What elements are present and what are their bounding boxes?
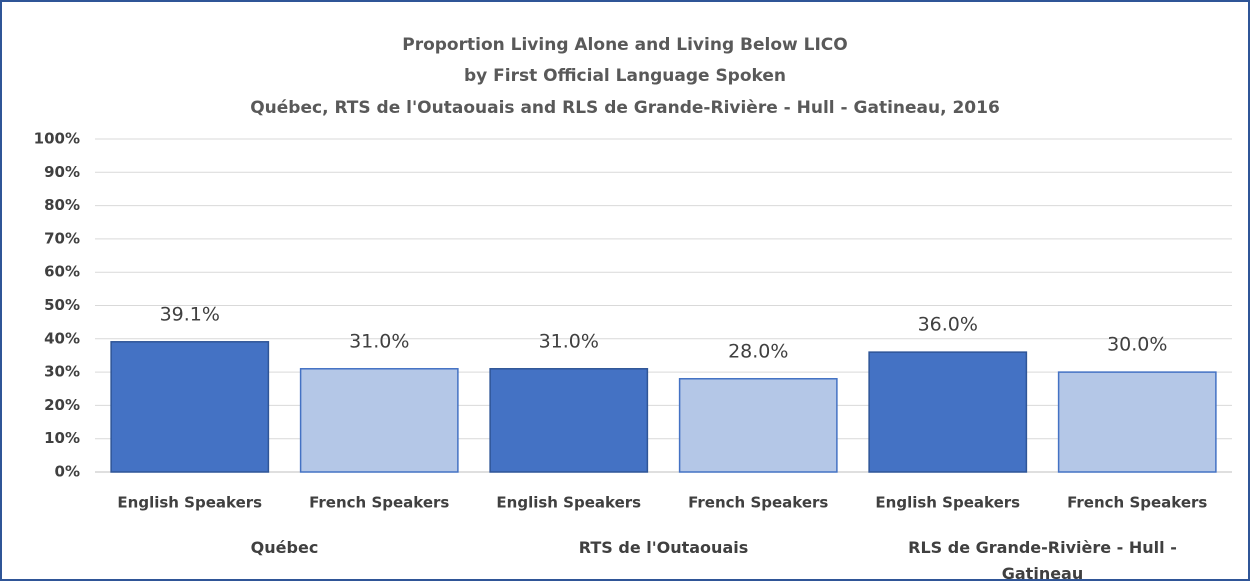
value-label: 39.1%: [160, 303, 220, 325]
value-label: 36.0%: [918, 314, 978, 336]
x-tick-label: English Speakers: [117, 494, 262, 512]
y-tick-label: 30%: [44, 363, 80, 381]
bar: [489, 368, 649, 473]
y-tick-label: 60%: [44, 263, 80, 281]
bar: [678, 378, 838, 473]
bar: [299, 368, 459, 473]
y-tick-label: 80%: [44, 196, 80, 214]
y-tick-label: 100%: [34, 130, 80, 148]
value-label: 31.0%: [349, 330, 409, 352]
value-label: 31.0%: [539, 330, 599, 352]
x-tick-label: English Speakers: [496, 494, 641, 512]
x-tick-label: French Speakers: [309, 494, 449, 512]
y-tick-label: 20%: [44, 396, 80, 414]
group-label: RTS de l'Outaouais: [578, 538, 749, 557]
bar: [1057, 371, 1217, 473]
y-tick-label: 50%: [44, 296, 80, 314]
value-label: 28.0%: [728, 340, 788, 362]
bar: [868, 351, 1028, 473]
chart-title: Québec, RTS de l'Outaouais and RLS de Gr…: [250, 98, 1000, 118]
x-tick-label: French Speakers: [688, 494, 828, 512]
chart-title: by First Official Language Spoken: [464, 66, 786, 86]
y-tick-label: 0%: [55, 463, 80, 481]
x-tick-label: English Speakers: [875, 494, 1020, 512]
y-tick-label: 40%: [44, 329, 80, 347]
chart-title: Proportion Living Alone and Living Below…: [402, 35, 848, 55]
y-tick-label: 10%: [44, 429, 80, 447]
bar: [110, 341, 270, 473]
y-tick-label: 90%: [44, 163, 80, 181]
x-tick-label: French Speakers: [1067, 494, 1207, 512]
y-tick-label: 70%: [44, 229, 80, 247]
group-label: Québec: [250, 538, 319, 557]
value-label: 30.0%: [1107, 334, 1167, 356]
group-label: RLS de Grande-Rivière - Hull - Gatineau: [908, 538, 1177, 581]
